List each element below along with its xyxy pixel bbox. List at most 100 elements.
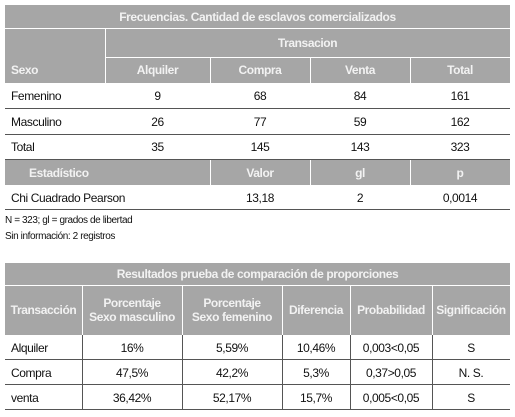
rule xyxy=(310,160,311,185)
rule xyxy=(5,159,510,161)
cell: Femenino xyxy=(11,88,62,103)
rule xyxy=(82,335,83,360)
header-line: Porcentaje xyxy=(203,296,261,310)
table-title: Frecuencias. Cantidad de esclavos comerc… xyxy=(119,9,396,24)
stat-header-bg xyxy=(5,160,510,185)
column-header: Diferencia xyxy=(282,285,350,335)
rule xyxy=(182,385,183,410)
cell: 15,7% xyxy=(299,390,333,405)
cell: venta xyxy=(11,390,39,405)
rule xyxy=(82,385,83,410)
cell: 323 xyxy=(450,140,470,155)
cell: 77 xyxy=(253,114,267,129)
rule xyxy=(5,409,510,410)
cell: 5,3% xyxy=(303,365,329,380)
rule xyxy=(105,57,510,58)
rule xyxy=(182,285,183,335)
cell: 42,2% xyxy=(215,365,249,380)
rule xyxy=(282,335,283,360)
rule xyxy=(5,133,510,135)
rule xyxy=(282,385,283,410)
rule xyxy=(282,360,283,385)
cell: 35 xyxy=(151,140,164,155)
header-bg xyxy=(5,263,510,335)
rule xyxy=(82,360,83,385)
cell: 161 xyxy=(450,88,470,103)
rule xyxy=(350,385,351,410)
header-line: Porcentaje xyxy=(103,296,161,310)
column-header: Sexo xyxy=(11,63,39,77)
cell: 36,42% xyxy=(112,390,152,405)
cell: 10,46% xyxy=(296,340,336,355)
rule xyxy=(282,285,283,335)
column-header: Venta xyxy=(344,63,376,77)
header-bg xyxy=(5,5,510,83)
cell: 47,5% xyxy=(115,365,149,380)
rule xyxy=(5,285,510,286)
rule xyxy=(210,160,211,185)
rule xyxy=(350,360,351,385)
rule xyxy=(82,285,83,335)
column-header: Probabilidad xyxy=(350,285,432,335)
cell: Compra xyxy=(11,365,52,380)
cell: 2 xyxy=(356,190,364,205)
cell: 0,005<0,05 xyxy=(362,390,420,405)
column-header: Estadístico xyxy=(29,165,89,180)
header-line: Significación xyxy=(436,303,506,317)
cell: Alquiler xyxy=(11,340,48,355)
cell: 145 xyxy=(250,140,270,155)
rule xyxy=(5,384,510,385)
header-line: Sexo masculino xyxy=(89,310,175,324)
column-header: Significación xyxy=(432,285,510,335)
cell: 0,37>0,05 xyxy=(365,365,417,380)
cell: 143 xyxy=(350,140,370,155)
rule xyxy=(432,360,433,385)
rule xyxy=(5,28,510,29)
cell: 5,59% xyxy=(215,340,249,355)
rule xyxy=(5,209,510,210)
cell: Masculino xyxy=(11,114,62,129)
header-line: Transacción xyxy=(10,303,77,317)
rule xyxy=(5,108,510,109)
rule xyxy=(410,57,411,83)
column-header: Compra xyxy=(238,63,282,77)
rule xyxy=(182,360,183,385)
column-header: Porcentaje Sexo femenino xyxy=(182,285,282,335)
column-header: p xyxy=(456,165,464,180)
rule xyxy=(310,57,311,83)
column-header: Valor xyxy=(246,165,274,180)
column-header: Porcentaje Sexo masculino xyxy=(82,285,182,335)
column-header: gl xyxy=(355,165,365,180)
rule xyxy=(350,335,351,360)
cell: 59 xyxy=(353,114,367,129)
cell: S xyxy=(467,340,475,355)
rule xyxy=(410,160,411,185)
rule xyxy=(350,285,351,335)
cell: 52,17% xyxy=(212,390,252,405)
cell: 162 xyxy=(450,114,470,129)
table-title: Resultados prueba de comparación de prop… xyxy=(116,267,399,281)
note: Sin información: 2 registros xyxy=(5,230,115,242)
cell: N. S. xyxy=(458,365,484,380)
cell: S xyxy=(467,390,475,405)
column-header: Total xyxy=(447,63,473,77)
column-header: Alquiler xyxy=(136,63,179,77)
rule xyxy=(432,335,433,360)
group-header: Transacion xyxy=(277,35,338,50)
cell: 68 xyxy=(253,88,267,103)
cell: 9 xyxy=(154,88,161,103)
column-header: Transacción xyxy=(5,285,82,335)
cell: 26 xyxy=(151,114,164,129)
rule xyxy=(432,385,433,410)
cell: 13,18 xyxy=(245,190,275,205)
cell: 16% xyxy=(120,340,144,355)
cell: 0,003<0,05 xyxy=(362,340,420,355)
rule xyxy=(182,335,183,360)
cell: 0,0014 xyxy=(442,190,478,205)
note: N = 323; gl = grados de libertad xyxy=(5,214,133,226)
header-line: Diferencia xyxy=(288,303,344,317)
rule xyxy=(105,28,106,83)
header-line: Sexo femenino xyxy=(191,310,273,324)
rule xyxy=(432,285,433,335)
